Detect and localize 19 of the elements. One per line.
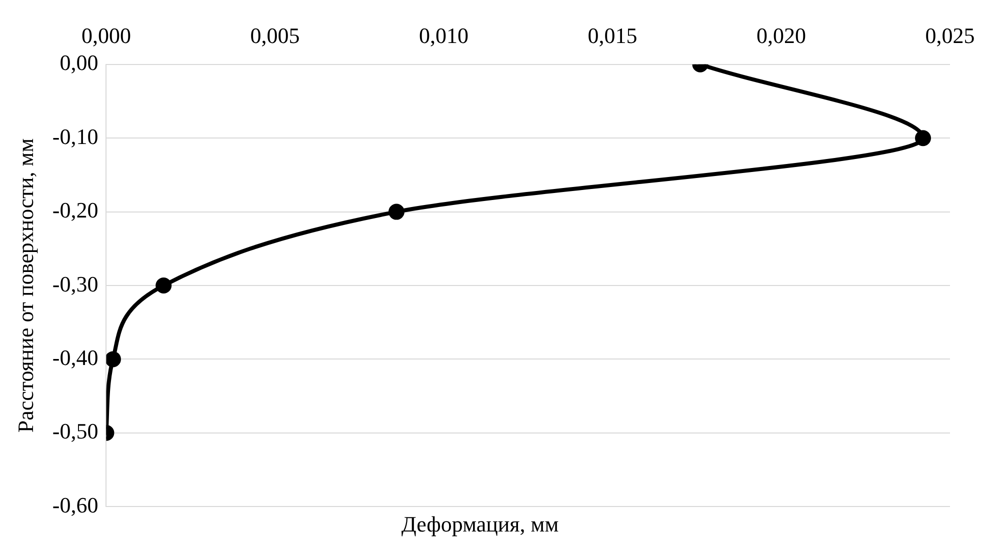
y-tick-label: -0,20 [52, 198, 98, 223]
point [106, 351, 121, 368]
point [388, 204, 404, 220]
y-tick-label: 0,00 [60, 50, 98, 76]
x-tick-label: 0,010 [418, 22, 468, 48]
x-tick-label: 0,000 [81, 22, 131, 48]
y-tick-label: -0,30 [52, 271, 98, 296]
y-tick-label: -0,40 [52, 344, 98, 370]
x-tick-label: 0,005 [250, 22, 300, 48]
x-tick-label: 0,025 [925, 22, 975, 48]
x-axis-title: Деформация, мм [401, 512, 559, 537]
y-tick-label: -0,60 [52, 492, 98, 518]
y-tick-label: -0,50 [52, 418, 98, 444]
x-tick-label: 0,020 [756, 22, 806, 48]
x-tick-label: 0,015 [588, 22, 638, 48]
y-axis-title: Расстояние от поверхности, мм [12, 138, 38, 433]
point [915, 130, 931, 146]
y-tick-label: -0,10 [52, 124, 98, 149]
point [156, 278, 172, 294]
